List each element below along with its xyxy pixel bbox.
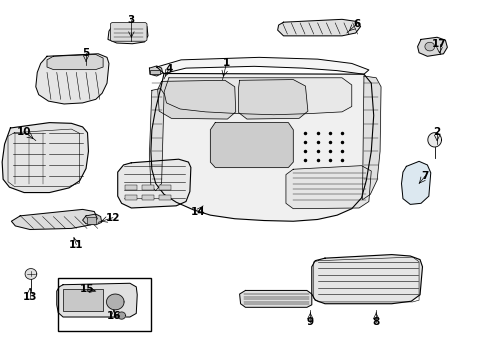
Text: 2: 2: [432, 127, 440, 136]
Polygon shape: [427, 133, 441, 147]
Polygon shape: [118, 159, 190, 208]
Bar: [125, 185, 137, 190]
Polygon shape: [239, 291, 311, 307]
Bar: [142, 185, 154, 190]
Text: 13: 13: [22, 292, 37, 302]
FancyBboxPatch shape: [110, 23, 147, 41]
Bar: [63, 289, 103, 311]
Polygon shape: [25, 269, 37, 279]
Text: 17: 17: [431, 39, 446, 49]
Text: 7: 7: [420, 171, 427, 181]
Polygon shape: [401, 161, 430, 204]
Text: 8: 8: [372, 317, 379, 327]
Polygon shape: [311, 255, 422, 304]
Text: 11: 11: [69, 239, 83, 249]
Polygon shape: [2, 123, 88, 193]
Polygon shape: [157, 57, 368, 74]
Polygon shape: [210, 123, 293, 167]
Polygon shape: [108, 24, 148, 44]
Polygon shape: [285, 166, 370, 209]
Polygon shape: [106, 294, 124, 310]
Polygon shape: [277, 19, 360, 36]
Polygon shape: [151, 73, 373, 221]
Polygon shape: [47, 54, 103, 69]
Polygon shape: [57, 283, 137, 317]
Text: 16: 16: [106, 311, 121, 321]
Text: 6: 6: [352, 19, 360, 29]
Text: 15: 15: [80, 284, 95, 294]
Text: 10: 10: [17, 127, 31, 136]
Polygon shape: [11, 210, 97, 229]
Text: 12: 12: [105, 213, 120, 222]
Text: 9: 9: [306, 317, 313, 327]
Text: 3: 3: [127, 15, 135, 26]
Bar: [87, 217, 96, 224]
Polygon shape: [149, 66, 162, 76]
Text: 1: 1: [223, 58, 230, 68]
Bar: [159, 185, 171, 190]
Text: 14: 14: [190, 207, 205, 217]
Polygon shape: [118, 312, 125, 319]
Polygon shape: [158, 80, 235, 119]
Text: 5: 5: [82, 48, 89, 58]
Polygon shape: [149, 89, 163, 191]
Polygon shape: [424, 42, 434, 51]
Bar: [159, 195, 171, 200]
Polygon shape: [82, 214, 102, 225]
Text: 4: 4: [165, 64, 172, 74]
Polygon shape: [36, 54, 109, 104]
Bar: [142, 195, 154, 200]
Polygon shape: [417, 37, 447, 56]
Polygon shape: [163, 78, 351, 115]
Bar: [150, 70, 160, 74]
Bar: [125, 195, 137, 200]
Polygon shape: [238, 80, 307, 119]
Bar: [58, 278, 151, 330]
Polygon shape: [362, 76, 380, 200]
